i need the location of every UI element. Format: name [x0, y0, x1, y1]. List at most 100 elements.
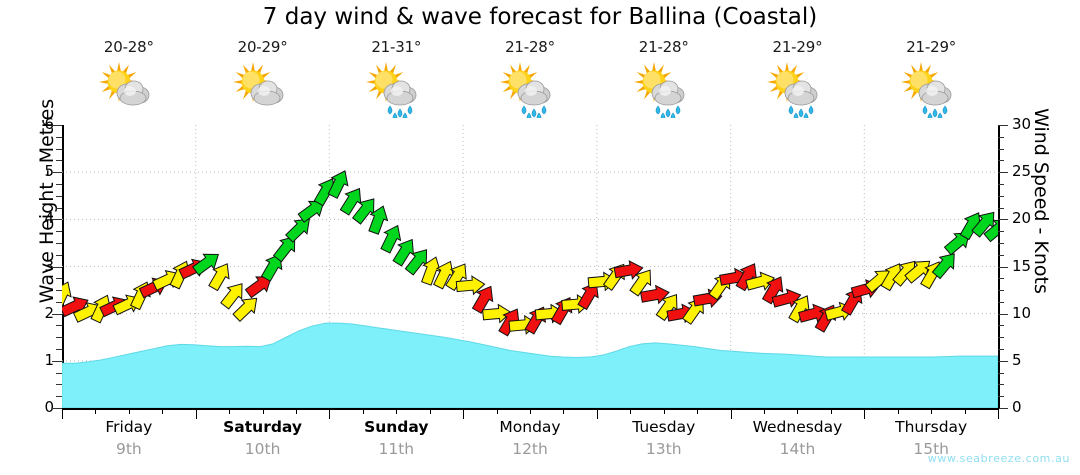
wind-arrow [892, 260, 916, 287]
wind-arrow [339, 187, 362, 216]
left-tick-label-0: 0 [44, 398, 54, 416]
x-minor-tick [563, 408, 565, 414]
left-minor-tick [56, 337, 62, 339]
left-minor-tick [56, 396, 62, 398]
x-minor-tick [496, 408, 498, 414]
right-minor-tick [998, 207, 1004, 209]
right-minor-tick [998, 136, 1004, 138]
x-day-boundary-tick [864, 408, 866, 419]
x-day-boundary-tick [596, 408, 598, 419]
left-major-tick [52, 408, 62, 409]
left-minor-tick [56, 231, 62, 233]
right-tick-label-5: 5 [1012, 350, 1022, 369]
left-minor-tick [56, 136, 62, 138]
left-tick-label-2: 2 [44, 303, 54, 322]
x-minor-tick [764, 408, 765, 414]
sun-behind-rain-cloud-icon [498, 60, 562, 118]
right-minor-tick [998, 242, 1004, 244]
day-date: 11th [378, 440, 415, 458]
sun-behind-rain-cloud-icon [364, 60, 428, 118]
day-header-thursday: 21-29° [864, 38, 998, 124]
right-minor-tick [998, 195, 1004, 197]
x-day-boundary-tick [730, 408, 732, 419]
x-minor-tick [797, 408, 799, 414]
watermark: www.seabreeze.com.au [927, 452, 1070, 465]
sun-behind-rain-cloud-icon [632, 60, 696, 118]
right-minor-tick [998, 384, 1004, 386]
right-major-tick [998, 313, 1008, 315]
x-day-boundary-tick [195, 408, 197, 419]
wind-arrow [771, 288, 802, 308]
wind-arrow [959, 212, 982, 241]
right-minor-tick [998, 160, 1004, 162]
right-minor-tick [998, 278, 1004, 280]
wind-arrow [904, 260, 931, 284]
left-major-tick [52, 125, 62, 126]
day-name: Thursday [895, 418, 968, 436]
day-temperature-range: 21-28° [505, 38, 555, 56]
wind-arrow [232, 297, 258, 323]
day-label-tuesday: Tuesday 13th [597, 418, 731, 468]
x-minor-tick [630, 408, 632, 414]
left-major-tick [52, 266, 62, 268]
day-name: Tuesday [632, 418, 696, 436]
left-minor-tick [56, 207, 62, 209]
plot-area [62, 125, 998, 408]
right-tick-label-20: 20 [1012, 209, 1032, 228]
left-minor-tick [56, 278, 62, 280]
day-label-friday: Friday 9th [62, 418, 196, 468]
x-minor-tick [262, 408, 264, 414]
day-date: 10th [244, 440, 281, 458]
left-minor-tick [56, 384, 62, 386]
left-minor-tick [56, 325, 62, 327]
wind-arrow [433, 260, 454, 290]
left-tick-label-5: 5 [44, 162, 54, 181]
right-major-tick [998, 408, 1008, 409]
wind-arrow [62, 281, 72, 311]
right-major-tick [998, 360, 1008, 362]
x-minor-tick [296, 408, 297, 414]
wave-height-area [62, 322, 998, 408]
right-major-tick [998, 125, 1008, 126]
day-name: Friday [105, 418, 153, 436]
wind-arrow [392, 238, 415, 267]
day-header-monday: 21-28° [463, 38, 597, 124]
right-tick-label-10: 10 [1012, 303, 1032, 322]
left-major-tick [52, 219, 62, 221]
x-minor-tick [162, 408, 164, 414]
day-header-saturday: 20-29° [196, 38, 330, 124]
left-major-tick [52, 313, 62, 315]
x-minor-tick [362, 408, 364, 414]
wind-arrow [983, 219, 998, 243]
right-minor-tick [998, 349, 1004, 351]
wind-arrow [745, 271, 776, 291]
day-label-saturday: Saturday 10th [196, 418, 330, 468]
left-minor-tick [56, 372, 62, 374]
wind-arrow [313, 178, 336, 207]
day-header-wednesday: 21-29° [731, 38, 865, 124]
day-temperature-range: 21-31° [371, 38, 422, 56]
sun-behind-cloud-icon [231, 60, 295, 118]
wind-arrow [880, 263, 902, 292]
left-tick-label-4: 4 [44, 209, 54, 228]
wind-arrow [285, 218, 310, 243]
wind-arrow [220, 283, 243, 310]
day-header-strip: 20-28° 20-29° 21-31° [62, 38, 998, 124]
x-minor-tick [429, 408, 431, 414]
x-minor-tick [229, 408, 231, 414]
x-minor-tick [964, 408, 966, 414]
x-day-boundary-tick [998, 408, 999, 419]
left-minor-tick [56, 148, 62, 150]
right-tick-label-30: 30 [1012, 115, 1032, 133]
x-minor-tick [697, 408, 699, 414]
right-tick-label-0: 0 [1012, 398, 1022, 416]
left-minor-tick [56, 290, 62, 292]
right-minor-tick [998, 183, 1004, 185]
left-minor-tick [56, 195, 62, 197]
x-minor-tick [396, 408, 398, 414]
left-minor-tick [56, 254, 62, 256]
day-label-sunday: Sunday 11th [329, 418, 463, 468]
right-minor-tick [998, 290, 1004, 292]
wind-arrow [192, 253, 220, 276]
wind-arrow [368, 205, 389, 235]
